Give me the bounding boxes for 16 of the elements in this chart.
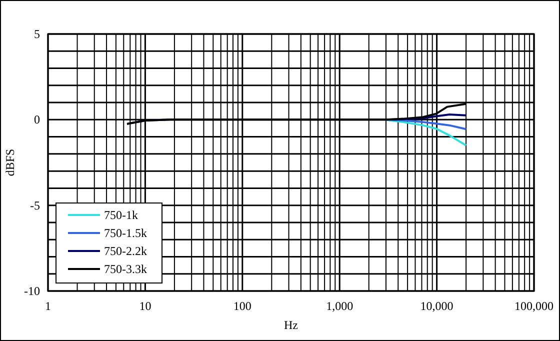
x-tick-label: 1,000 <box>326 299 354 313</box>
y-tick-label: -5 <box>30 198 40 212</box>
x-tick-label: 100 <box>233 299 252 313</box>
y-tick-label: 0 <box>34 112 40 127</box>
legend-label: 750-1k <box>104 208 138 222</box>
x-tick-label: 10,000 <box>420 299 454 313</box>
x-tick-label: 100,000 <box>514 299 554 313</box>
legend-label: 750-1.5k <box>104 226 147 240</box>
y-tick-label: 5 <box>34 27 40 41</box>
x-tick-label: 10 <box>139 299 152 313</box>
x-tick-label: 1 <box>45 299 51 313</box>
y-axis-title: dBFS <box>3 148 17 176</box>
x-axis-title: Hz <box>284 318 298 332</box>
legend-label: 750-2.2k <box>104 244 147 258</box>
y-tick-label: -10 <box>24 284 40 298</box>
legend-label: 750-3.3k <box>104 262 147 276</box>
